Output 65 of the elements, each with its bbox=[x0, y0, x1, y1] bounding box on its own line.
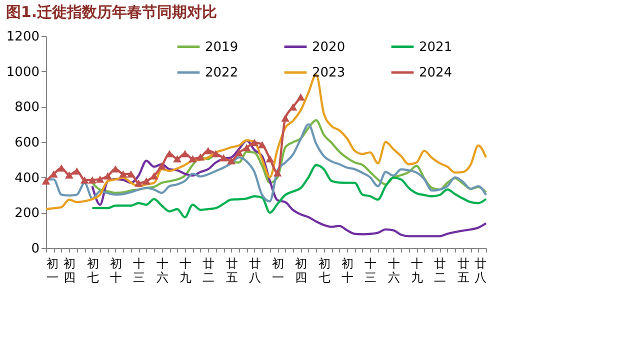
point bbox=[266, 155, 274, 162]
point bbox=[242, 144, 251, 152]
y-tick-label: 200 bbox=[14, 206, 40, 222]
point bbox=[119, 170, 128, 178]
point bbox=[188, 155, 197, 162]
y-tick-label: 1000 bbox=[6, 64, 40, 80]
point bbox=[165, 150, 174, 158]
point bbox=[296, 93, 305, 101]
point bbox=[142, 177, 151, 185]
x-tick-label: 初七 bbox=[86, 256, 99, 284]
chart-title: 图1.迁徙指数历年春节同期对比 bbox=[6, 3, 218, 21]
x-tick-label: 初十 bbox=[342, 256, 354, 284]
x-tick-label: 廿五 bbox=[457, 256, 470, 284]
y-tick-label: 0 bbox=[31, 242, 40, 256]
point bbox=[250, 138, 259, 146]
x-tick-label: 十九 bbox=[411, 256, 424, 284]
point bbox=[204, 147, 212, 154]
point bbox=[80, 176, 89, 184]
point bbox=[158, 162, 166, 170]
y-tick-label: 400 bbox=[14, 170, 40, 186]
point bbox=[64, 171, 74, 179]
point bbox=[196, 153, 205, 161]
x-tick-label: 初一 bbox=[46, 256, 58, 284]
x-tick-label: 初四 bbox=[295, 256, 308, 284]
x-tick-label: 十三 bbox=[364, 256, 377, 284]
y-tick-label: 800 bbox=[14, 100, 40, 116]
point bbox=[88, 176, 96, 184]
line-series bbox=[91, 164, 488, 218]
point bbox=[219, 154, 228, 162]
y-tick-label: 1200 bbox=[6, 30, 40, 44]
x-tick-label: 十六 bbox=[388, 256, 400, 284]
point bbox=[173, 155, 182, 162]
point bbox=[234, 148, 244, 156]
point bbox=[258, 141, 266, 148]
point bbox=[273, 169, 282, 177]
x-tick-label: 十三 bbox=[133, 256, 146, 284]
x-tick-label: 廿八 bbox=[248, 256, 261, 284]
line-series bbox=[91, 139, 488, 238]
x-tick-label: 初一 bbox=[272, 256, 284, 284]
legend-label: 2022 bbox=[205, 66, 238, 80]
legend-label: 2020 bbox=[312, 40, 346, 55]
point bbox=[212, 150, 220, 158]
legend-label: 2023 bbox=[312, 66, 346, 80]
x-tick-label: 十六 bbox=[156, 256, 168, 284]
x-tick-label: 廿二 bbox=[434, 256, 446, 284]
legend-label: 2024 bbox=[419, 66, 452, 80]
x-tick-label: 廿二 bbox=[202, 256, 215, 284]
point bbox=[96, 175, 104, 183]
point bbox=[180, 150, 190, 158]
legend-label: 2019 bbox=[205, 40, 238, 55]
point bbox=[42, 177, 50, 185]
x-tick-label: 十九 bbox=[179, 256, 192, 284]
point bbox=[50, 170, 58, 178]
point bbox=[227, 157, 236, 164]
x-tick-label: 初四 bbox=[64, 256, 76, 284]
point bbox=[134, 180, 143, 187]
x-tick-label: 初十 bbox=[110, 256, 122, 284]
x-tick-label: 廿五 bbox=[226, 256, 238, 284]
x-tick-label: 廿八 bbox=[474, 256, 486, 284]
y-tick-label: 600 bbox=[14, 136, 40, 150]
x-tick-label: 初七 bbox=[318, 256, 330, 284]
point bbox=[104, 172, 112, 180]
point bbox=[288, 103, 298, 111]
point bbox=[281, 114, 290, 122]
legend-label: 2021 bbox=[419, 40, 452, 55]
